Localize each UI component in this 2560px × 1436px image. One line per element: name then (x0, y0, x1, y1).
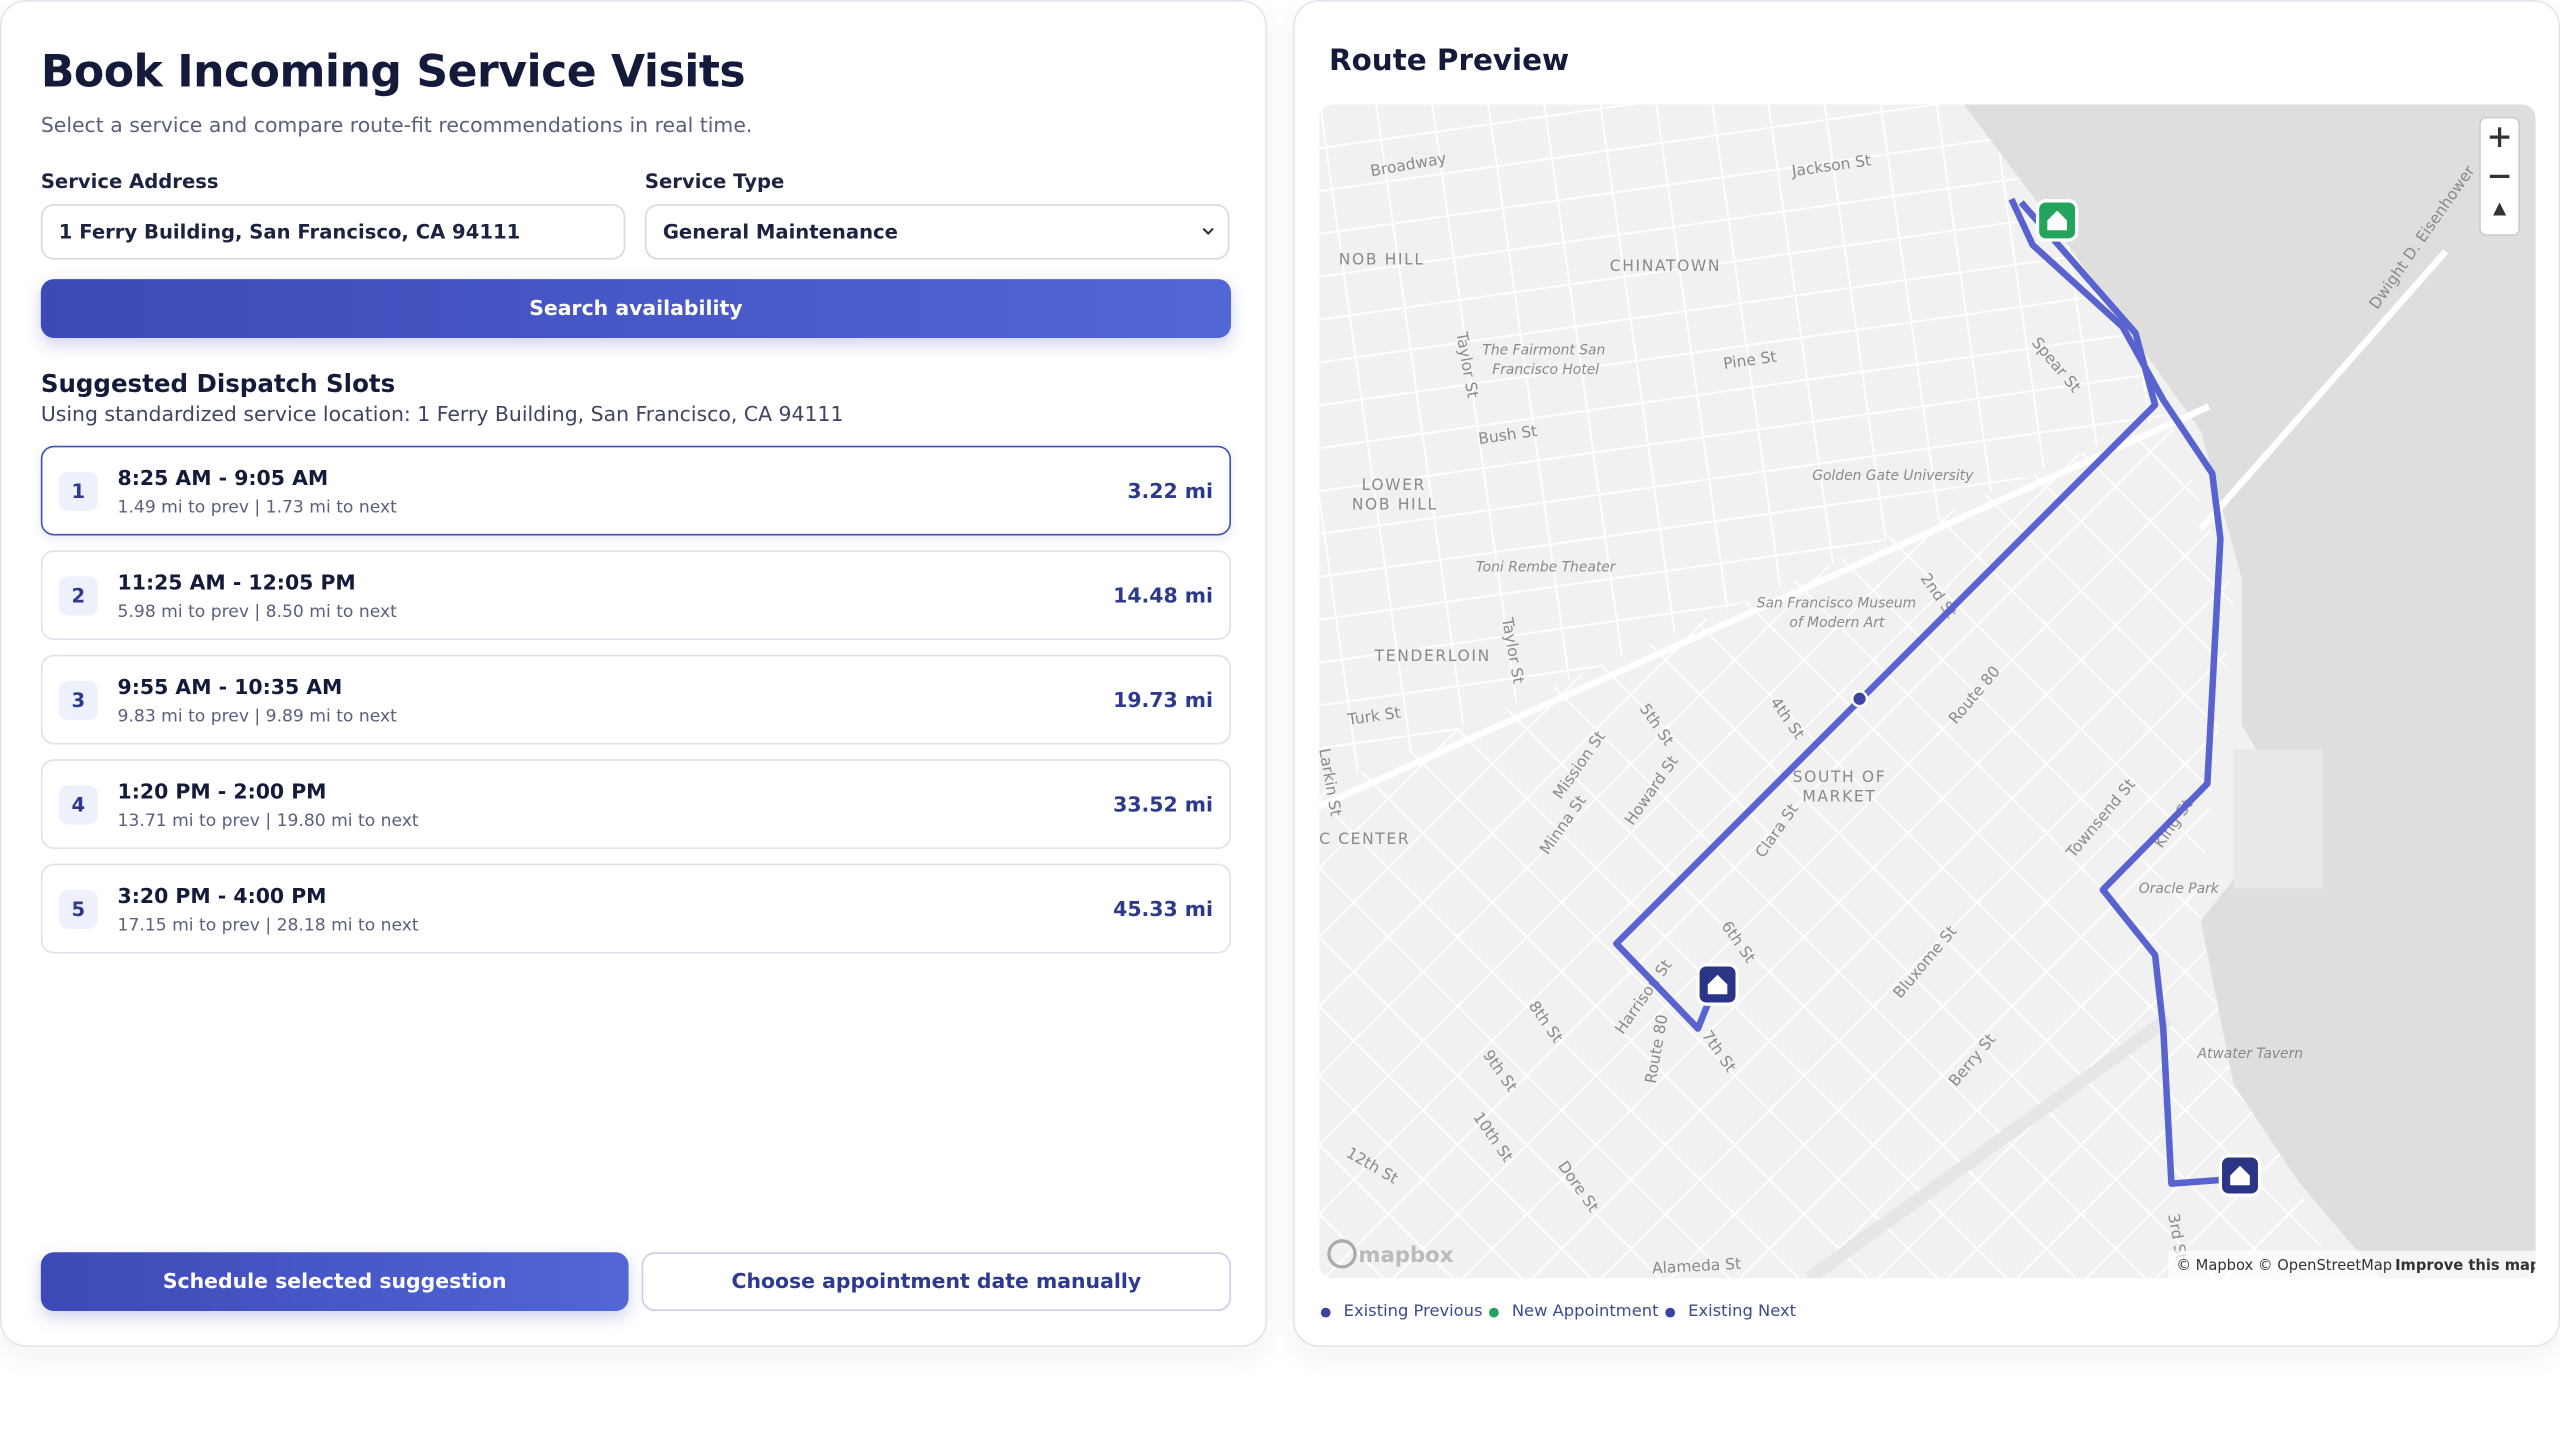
map-label: Toni Rembe Theater (1476, 559, 1617, 575)
slot-rank: 2 (58, 576, 98, 616)
map-label: NOB HILL (1352, 495, 1438, 513)
slot-time: 9:55 AM - 10:35 AM (117, 674, 343, 699)
slot-detail: 1.49 mi to prev | 1.73 mi to next (117, 497, 397, 518)
search-button[interactable]: Search availability (40, 279, 1232, 338)
map-label: San Francisco Museum (1757, 595, 1916, 611)
legend-item: New Appointment (1488, 1302, 1659, 1321)
legend-dot (1320, 1306, 1331, 1317)
map-label: of Modern Art (1789, 615, 1885, 631)
slot-detail: 9.83 mi to prev | 9.89 mi to next (117, 706, 397, 727)
improve-map-link[interactable]: Improve this map (2395, 1257, 2535, 1274)
map-label: Atwater Tavern (2197, 1046, 2304, 1062)
slot-rank: 3 (58, 680, 98, 720)
slot-card[interactable]: 2 11:25 AM - 12:05 PM 5.98 mi to prev | 8.… (40, 550, 1232, 640)
map-logo: mapbox (1358, 1243, 1453, 1268)
map-label: Alameda St (1652, 1255, 1742, 1278)
type-select[interactable]: General Maintenance (644, 204, 1230, 260)
slot-time: 8:25 AM - 9:05 AM (117, 465, 329, 490)
slot-card[interactable]: 4 1:20 PM - 2:00 PM 13.71 mi to prev | 19.… (40, 759, 1232, 849)
map-attribution: © Mapbox © OpenStreetMap (2176, 1257, 2392, 1274)
page-subtitle: Select a service and compare route-fit r… (40, 112, 753, 138)
map-label: MARKET (1802, 788, 1876, 806)
address-label: Service Address (40, 169, 219, 193)
slot-card[interactable]: 3 9:55 AM - 10:35 AM 9.83 mi to prev | 9.8… (40, 654, 1232, 745)
legend-item: Existing Next (1665, 1303, 1796, 1321)
map-label: Oracle Park (2139, 881, 2220, 897)
manual-button[interactable]: Choose appointment date manually (641, 1252, 1232, 1312)
slot-distance: 45.33 mi (1113, 896, 1214, 921)
slot-detail: 5.98 mi to prev | 8.50 mi to next (117, 602, 397, 623)
slot-detail: 17.15 mi to prev | 28.18 mi to next (117, 915, 419, 936)
map-label: TENDERLOIN (1374, 647, 1491, 665)
slot-distance: 19.73 mi (1113, 687, 1214, 712)
slots-note: Using standardized service location: 1 F… (40, 401, 844, 427)
chevron (1202, 227, 1214, 235)
slot-card[interactable]: 5 3:20 PM - 4:00 PM 17.15 mi to prev | 28.… (40, 863, 1232, 954)
slot-detail: 13.71 mi to prev | 19.80 mi to next (117, 811, 419, 832)
map-label: LOWER (1362, 476, 1426, 494)
legend-item: Existing Previous (1320, 1302, 1483, 1321)
route-panel: Route Preview Broadway Jackson St NOB HILL… (1293, 0, 2560, 1347)
map-label: CHINATOWN (1610, 257, 1721, 275)
slot-time: 3:20 PM - 4:00 PM (117, 883, 327, 908)
map-label: C CENTER (1319, 830, 1410, 848)
address-input[interactable]: 1 Ferry Building, San Francisco, CA 9411… (40, 204, 626, 260)
legend-label: New Appointment (1511, 1302, 1659, 1321)
map-label: Golden Gate University (1812, 468, 1974, 484)
legend-label: Existing Next (1688, 1302, 1797, 1321)
slot-time: 11:25 AM - 12:05 PM (117, 569, 356, 595)
slot-distance: 3.22 mi (1127, 478, 1214, 503)
type-value: General Maintenance (662, 220, 898, 244)
slot-card[interactable]: 1 8:25 AM - 9:05 AM 1.49 mi to prev | 1.73… (40, 445, 1232, 536)
map-label: NOB HILL (1339, 250, 1425, 268)
map-label: SOUTH OF (1793, 768, 1887, 786)
map-label: Francisco Hotel (1492, 362, 1599, 378)
slot-rank: 5 (58, 889, 98, 929)
schedule-button[interactable]: Schedule selected suggestion (40, 1252, 629, 1312)
slot-distance: 14.48 mi (1113, 582, 1214, 608)
type-label: Service Type (644, 169, 785, 193)
legend-dot (1665, 1306, 1676, 1317)
legend-label: Existing Previous (1343, 1302, 1483, 1321)
slot-rank: 4 (58, 785, 98, 825)
page-title: Book Incoming Service Visits (40, 47, 746, 98)
legend-dot (1488, 1306, 1499, 1317)
booking-panel: Book Incoming Service Visits Select a se… (0, 0, 1267, 1347)
map-title: Route Preview (1328, 44, 1570, 79)
slot-rank: 1 (58, 471, 98, 512)
slot-time: 1:20 PM - 2:00 PM (117, 778, 327, 804)
slots-title: Suggested Dispatch Slots (40, 368, 396, 399)
slot-distance: 33.52 mi (1113, 791, 1214, 817)
map-label: The Fairmont San (1482, 342, 1605, 358)
